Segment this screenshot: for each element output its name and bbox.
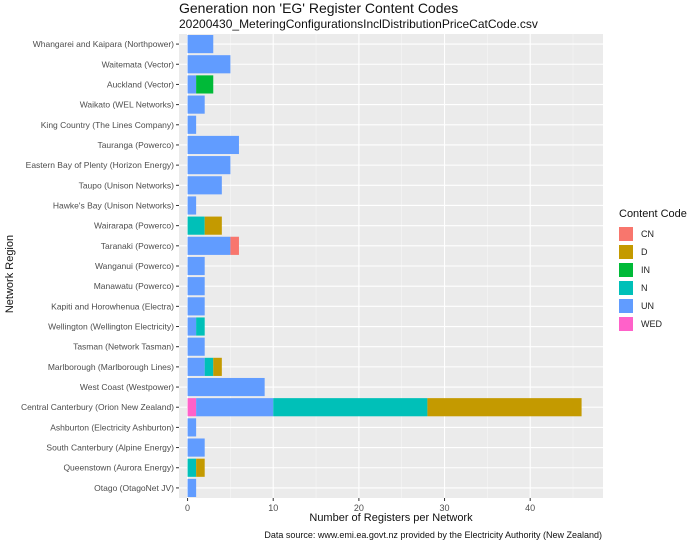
y-tick-label: Wanganui (Powerco) — [95, 261, 174, 271]
bar-queenstown-aurora-energy-n — [187, 458, 197, 477]
bar-auckland-vector-un — [187, 75, 197, 94]
y-tick-label: Hawke's Bay (Unison Networks) — [53, 200, 174, 210]
y-tick-label: Whangarei and Kaipara (Northpower) — [33, 39, 174, 49]
bar-west-coast-westpower-un — [187, 377, 265, 397]
bar-central-canterbury-orion-new-zealand-wed — [187, 398, 197, 417]
bar-auckland-vector-in — [196, 75, 214, 94]
y-tick-label: Taupo (Unison Networks) — [79, 180, 175, 190]
y-tick-label: Tauranga (Powerco) — [97, 140, 174, 150]
y-tick-label: Queenstown (Aurora Energy) — [63, 463, 174, 473]
bar-wellington-wellington-electricity-un — [187, 317, 197, 336]
bar-eastern-bay-of-plenty-horizon-energy-un — [187, 156, 231, 175]
bar-wairarapa-powerco-d — [204, 216, 222, 235]
y-tick-label: South Canterbury (Alpine Energy) — [46, 443, 174, 453]
y-tick-label: Tasman (Network Tasman) — [73, 342, 174, 352]
legend-item-in: IN — [619, 263, 650, 277]
legend-item-cn: CN — [619, 227, 654, 241]
x-tick-label: 0 — [185, 503, 190, 513]
y-tick-label: Waitemata (Vector) — [102, 59, 175, 69]
bar-otago-otagonet-jv-un — [187, 478, 197, 497]
legend-key-cn — [619, 227, 633, 241]
bar-marlborough-marlborough-lines-un — [187, 357, 205, 376]
legend-label: N — [641, 283, 648, 293]
y-tick-label: West Coast (Westpower) — [80, 382, 174, 392]
bar-whangarei-and-kaipara-northpower-un — [187, 35, 214, 54]
chart-title: Generation non 'EG' Register Content Cod… — [179, 0, 459, 16]
bar-kapiti-and-horowhenua-electra-un — [187, 297, 205, 316]
y-tick-label: Ashburton (Electricity Ashburton) — [50, 422, 174, 432]
data-source-caption: Data source: www.emi.ea.govt.nz provided… — [264, 530, 602, 540]
y-tick-label: Wellington (Wellington Electricity) — [48, 322, 174, 332]
bar-taranaki-powerco-cn — [230, 236, 239, 255]
bar-ashburton-electricity-ashburton-un — [187, 418, 197, 437]
legend-title: Content Code — [619, 208, 687, 220]
bar-marlborough-marlborough-lines-d — [213, 357, 222, 376]
legend-item-wed: WED — [619, 317, 662, 331]
bar-wanganui-powerco-un — [187, 256, 205, 276]
chart-subtitle: 20200430_MeteringConfigurationsInclDistr… — [179, 17, 538, 31]
y-tick-label: Kapiti and Horowhenua (Electra) — [51, 301, 174, 311]
bar-tauranga-powerco-un — [187, 135, 239, 155]
legend-item-un: UN — [619, 299, 654, 313]
y-tick-label: Auckland (Vector) — [107, 79, 174, 89]
y-tick-label: Eastern Bay of Plenty (Horizon Energy) — [26, 160, 175, 170]
legend-item-d: D — [619, 245, 648, 259]
legend-key-n — [619, 281, 633, 295]
legend-key-d — [619, 245, 633, 259]
bar-manawatu-powerco-un — [187, 277, 205, 296]
bar-wairarapa-powerco-n — [187, 216, 205, 235]
bar-king-country-the-lines-company-un — [187, 115, 197, 134]
legend-key-wed — [619, 317, 633, 331]
bar-marlborough-marlborough-lines-n — [204, 357, 214, 376]
y-tick-label: Wairarapa (Powerco) — [94, 221, 174, 231]
bar-taranaki-powerco-un — [187, 236, 231, 255]
bar-central-canterbury-orion-new-zealand-n — [273, 398, 428, 417]
y-tick-label: King Country (The Lines Company) — [41, 120, 174, 130]
x-tick-label: 20 — [354, 503, 364, 513]
legend-label: WED — [641, 319, 662, 329]
x-tick-label: 40 — [525, 503, 535, 513]
y-tick-label: Marlborough (Marlborough Lines) — [48, 362, 174, 372]
legend-label: CN — [641, 229, 654, 239]
bar-waitemata-vector-un — [187, 55, 231, 74]
legend-key-in — [619, 263, 633, 277]
legend-label: UN — [641, 301, 654, 311]
y-tick-label: Taranaki (Powerco) — [101, 241, 174, 251]
y-tick-label: Otago (OtagoNet JV) — [94, 483, 174, 493]
x-tick-label: 10 — [268, 503, 278, 513]
y-tick-label: Waikato (WEL Networks) — [80, 100, 174, 110]
legend-label: D — [641, 247, 648, 257]
bar-central-canterbury-orion-new-zealand-un — [196, 398, 274, 417]
bar-tasman-network-tasman-un — [187, 337, 205, 356]
y-axis-label: Network Region — [4, 234, 16, 314]
legend-label: IN — [641, 265, 650, 275]
bar-waikato-wel-networks-un — [187, 95, 205, 114]
x-axis-label: Number of Registers per Network — [309, 512, 473, 524]
bar-south-canterbury-alpine-energy-un — [187, 438, 205, 457]
legend-item-n: N — [619, 281, 648, 295]
y-tick-label: Manawatu (Powerco) — [94, 281, 174, 291]
x-tick-label: 30 — [440, 503, 450, 513]
legend-key-un — [619, 299, 633, 313]
bar-central-canterbury-orion-new-zealand-d — [427, 398, 582, 417]
bar-taupo-unison-networks-un — [187, 176, 222, 195]
bar-hawke-s-bay-unison-networks-un — [187, 196, 197, 215]
bar-wellington-wellington-electricity-n — [196, 317, 205, 336]
y-tick-label: Central Canterbury (Orion New Zealand) — [21, 402, 174, 412]
bar-queenstown-aurora-energy-d — [196, 458, 205, 477]
